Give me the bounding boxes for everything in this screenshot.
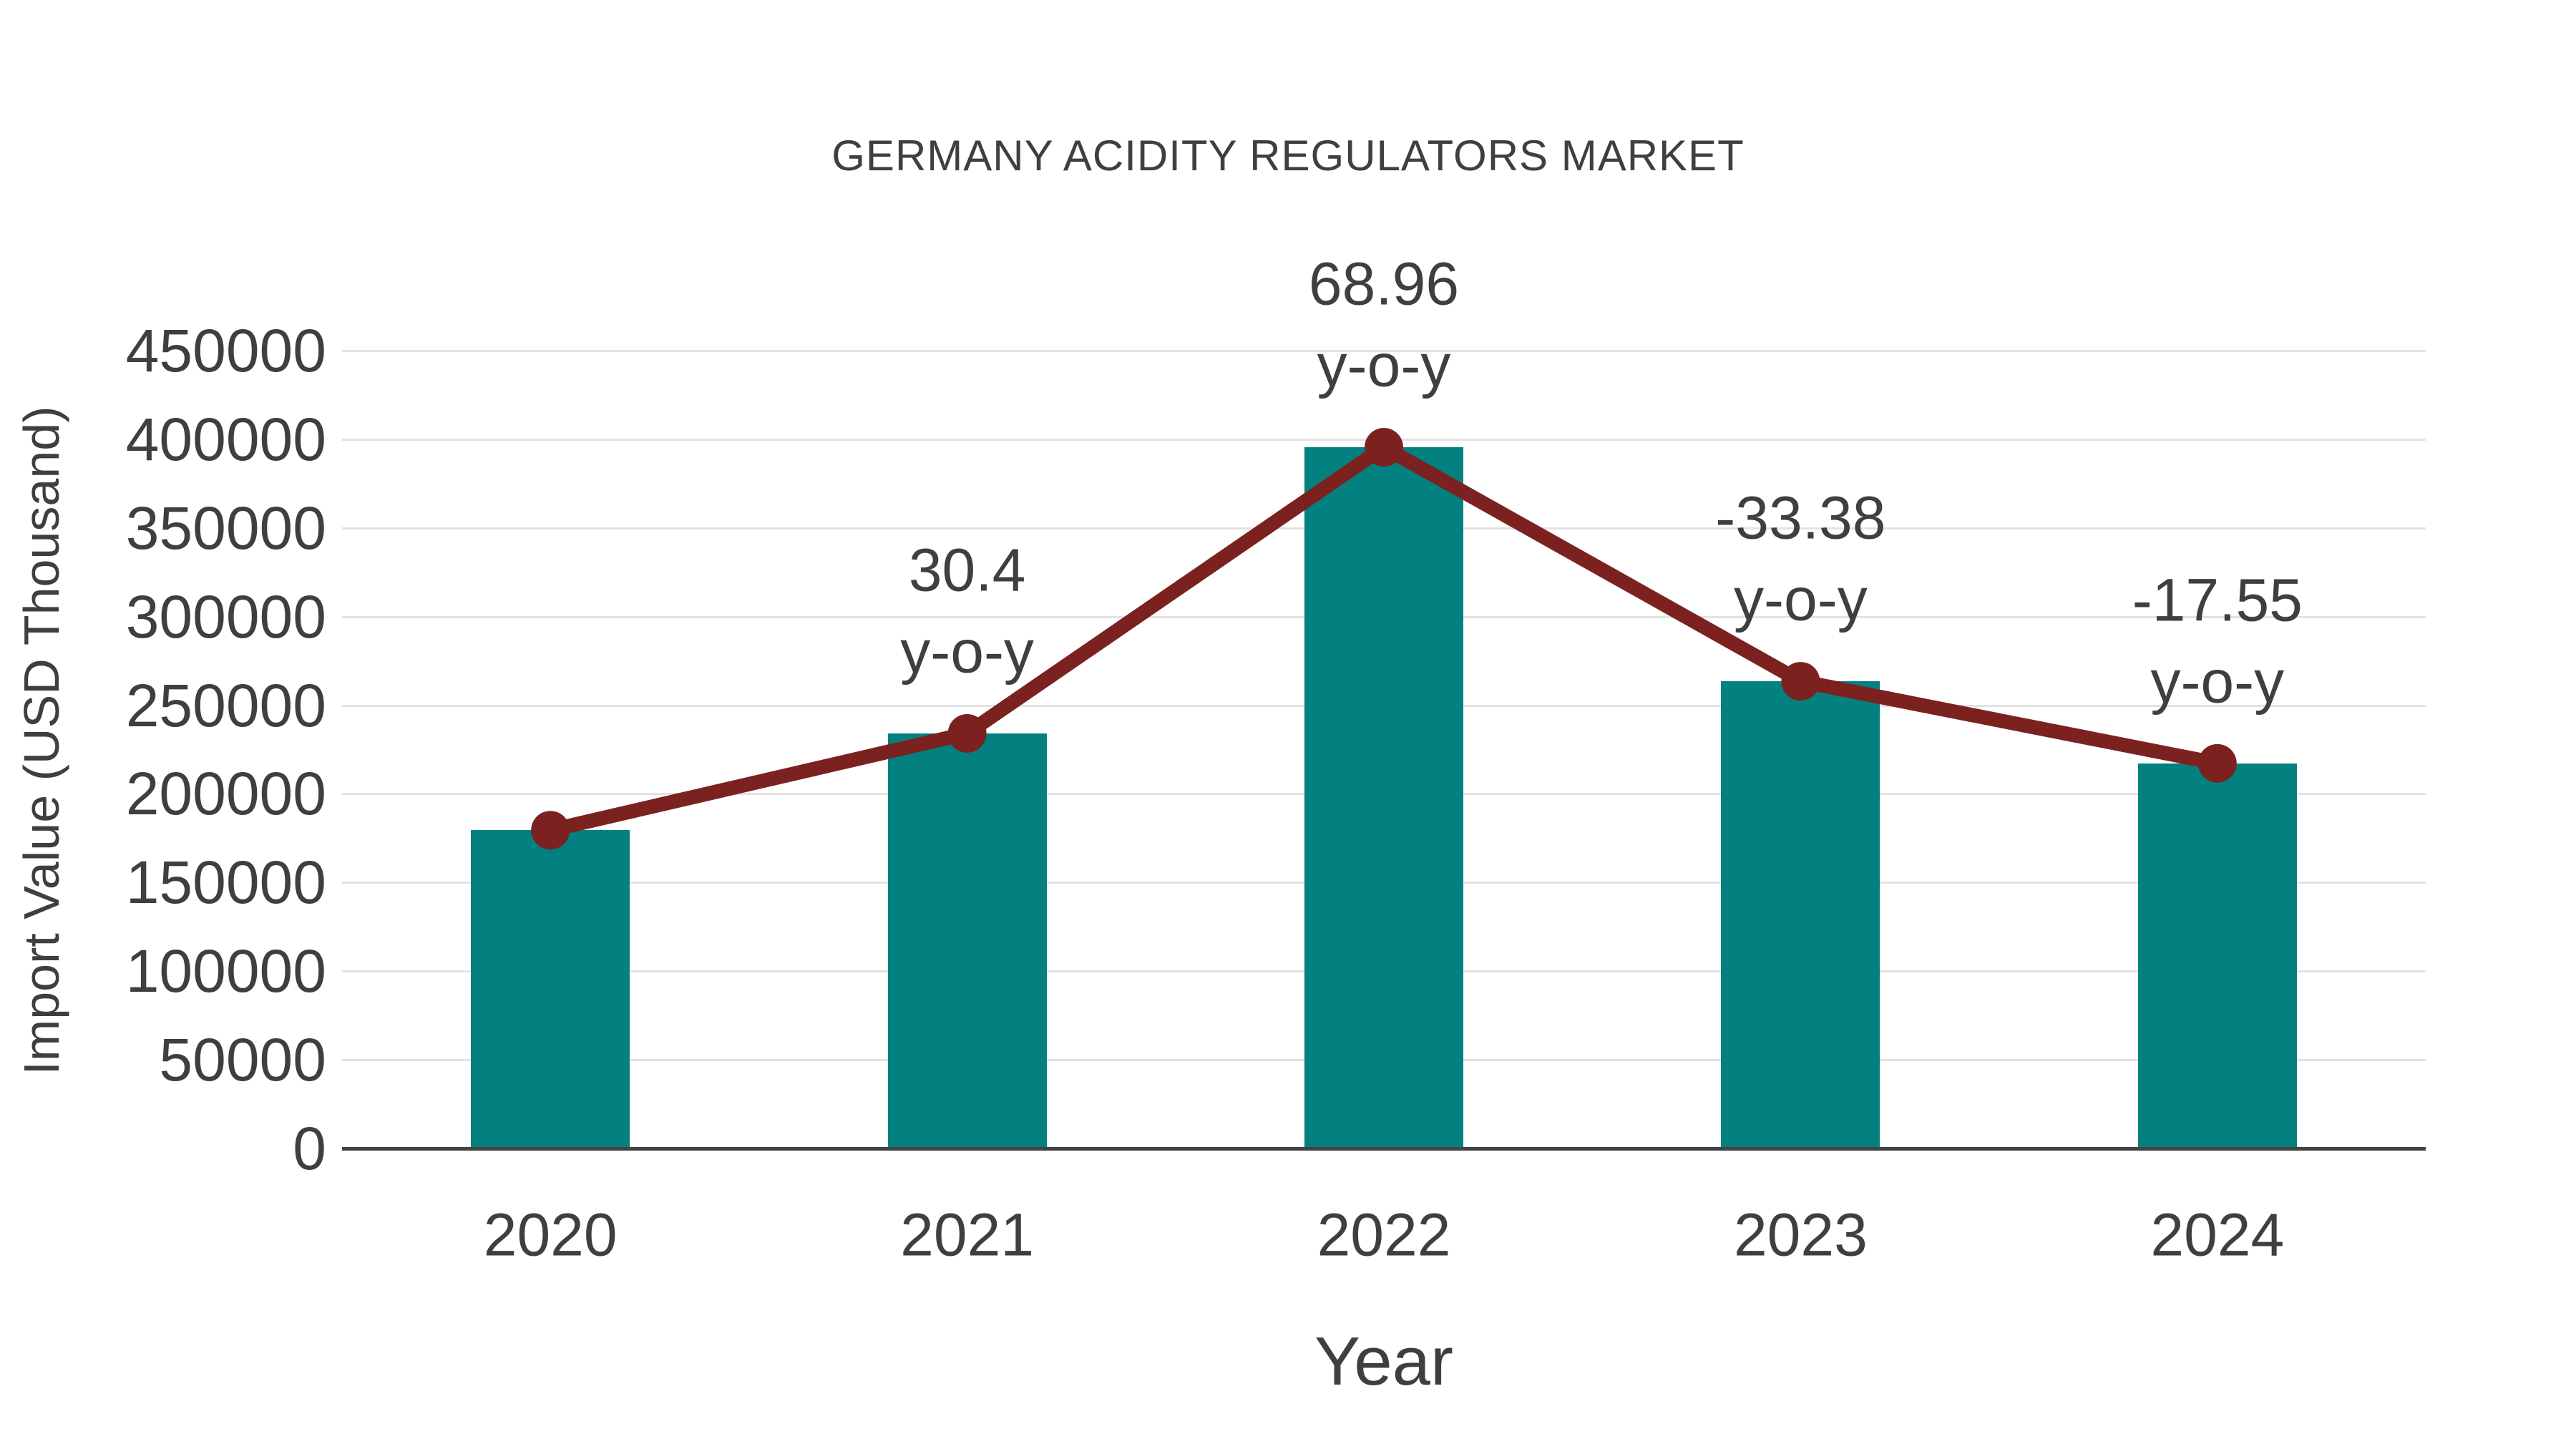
- x-tick-label-2021: 2021: [900, 1201, 1035, 1269]
- y-tick-label: 150000: [125, 849, 326, 917]
- bar-2023: [1721, 681, 1880, 1150]
- y-tick-label: 50000: [159, 1026, 326, 1094]
- annotation-label-2023: y-o-y: [1734, 565, 1868, 633]
- x-tick-label-2020: 2020: [483, 1201, 618, 1269]
- x-axis-title: Year: [1314, 1323, 1453, 1400]
- gridline-450000: [342, 350, 2426, 352]
- y-tick-label: 400000: [125, 405, 326, 473]
- chart-title: GERMANY ACIDITY REGULATORS MARKET: [831, 132, 1745, 180]
- y-tick-label: 300000: [125, 582, 326, 650]
- x-tick-label-2024: 2024: [2150, 1201, 2285, 1269]
- annotation-value-2024: -17.55: [2132, 566, 2303, 634]
- annotation-value-2022: 68.96: [1308, 250, 1460, 318]
- y-tick-label: 350000: [125, 494, 326, 562]
- gridline-400000: [342, 438, 2426, 441]
- y-tick-label: 250000: [125, 671, 326, 739]
- bar-2021: [887, 733, 1047, 1150]
- annotation-label-2024: y-o-y: [2150, 648, 2285, 716]
- bar-2022: [1304, 447, 1463, 1150]
- x-tick-label-2022: 2022: [1317, 1201, 1451, 1269]
- annotation-value-2023: -33.38: [1715, 484, 1886, 552]
- y-tick-label: 450000: [125, 317, 326, 384]
- bar-2024: [2137, 763, 2297, 1150]
- annotation-label-2021: y-o-y: [900, 618, 1034, 686]
- x-axis-line: [342, 1147, 2426, 1151]
- y-tick-label: 0: [293, 1115, 326, 1182]
- annotation-label-2022: y-o-y: [1317, 331, 1451, 399]
- annotation-value-2021: 30.4: [908, 536, 1026, 604]
- bar-2020: [471, 830, 630, 1150]
- y-tick-label: 100000: [125, 937, 326, 1005]
- y-tick-label: 200000: [125, 760, 326, 828]
- x-tick-label-2023: 2023: [1733, 1201, 1868, 1269]
